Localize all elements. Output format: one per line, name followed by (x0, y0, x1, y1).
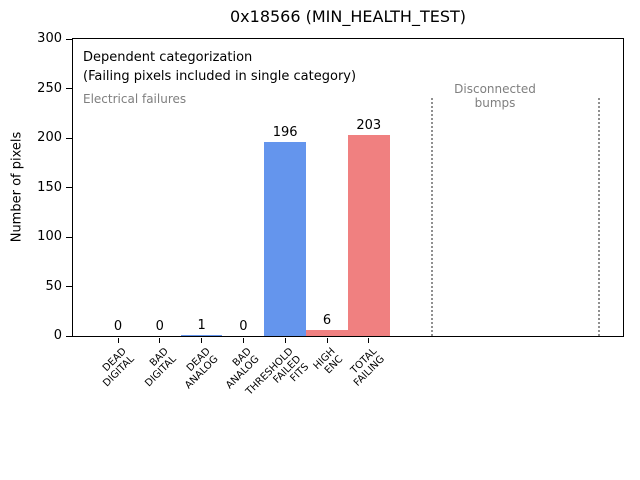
x-tick-mark (242, 338, 244, 343)
separator-dotted-line (430, 98, 433, 336)
y-tick-label: 250 (37, 80, 62, 96)
y-tick-mark (66, 38, 72, 40)
x-tick-label: TOTAL FAILING (349, 346, 388, 389)
y-tick-label: 50 (45, 278, 62, 294)
bar-total-failing (347, 135, 390, 336)
annotation-dependent-categorization: Dependent categorization (83, 50, 253, 65)
bar-value-label: 0 (239, 319, 248, 334)
bar-value-label: 6 (322, 313, 332, 329)
y-tick-mark (66, 88, 72, 89)
bar-value-label: 1 (197, 318, 206, 334)
y-tick-mark (66, 236, 72, 238)
bar-high-enc (306, 330, 348, 336)
x-tick-mark (159, 338, 161, 343)
bar-value-label: 203 (356, 118, 382, 134)
bar-dead-analog (180, 335, 223, 336)
y-tick-mark (66, 286, 72, 287)
y-tick-label: 300 (37, 31, 62, 46)
x-tick-mark (201, 338, 203, 343)
annotation-electrical-failures: Electrical failures (83, 92, 187, 106)
x-tick-label: BAD DIGITAL (142, 346, 179, 390)
x-tick-mark (326, 338, 328, 343)
y-tick-label: 150 (37, 179, 62, 195)
separator-dotted-line (597, 98, 600, 336)
x-tick-mark (117, 338, 119, 343)
chart-title: 0x18566 (MIN_HEALTH_TEST) (229, 7, 467, 26)
bar-threshold-failed-fits (264, 141, 307, 336)
y-tick-mark (66, 137, 72, 139)
y-tick-label: 0 (53, 328, 62, 343)
annotation-failing-pixels-note: (Failing pixels included in single categ… (83, 69, 357, 84)
y-tick-mark (66, 187, 72, 188)
bar-value-label: 0 (155, 319, 164, 334)
y-tick-label: 200 (37, 130, 62, 145)
bar-value-label: 196 (272, 124, 298, 140)
y-tick-mark (66, 335, 72, 337)
x-tick-label: DEAD ANALOG (182, 346, 221, 392)
x-tick-label: HIGH ENC (311, 346, 346, 377)
y-tick-label: 100 (37, 229, 62, 244)
plot-area: Dependent categorization (Failing pixels… (72, 38, 624, 337)
x-tick-mark (368, 338, 370, 343)
x-tick-mark (284, 338, 286, 343)
bar-value-label: 0 (113, 319, 123, 334)
annotation-disconnected-bumps: Disconnected bumps (454, 82, 536, 110)
x-tick-label: DEAD DIGITAL (100, 346, 137, 390)
